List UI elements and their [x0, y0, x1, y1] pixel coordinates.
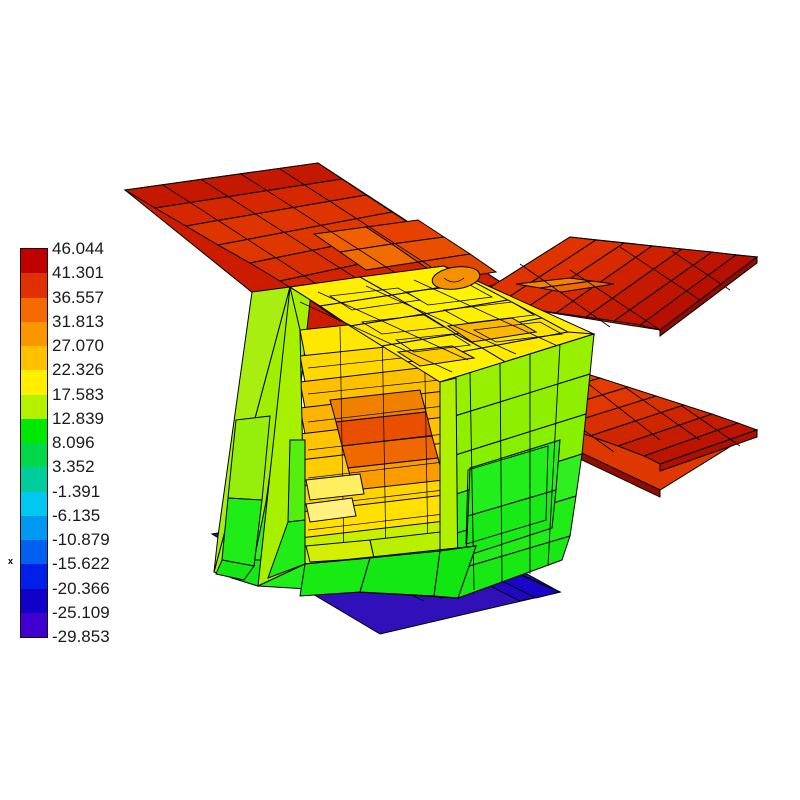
legend-label-1: 41.301 — [52, 263, 104, 283]
legend-label-12: -10.879 — [52, 530, 110, 549]
legend-label-5: 22.326 — [52, 360, 104, 380]
legend-label-11: -6.135 — [52, 505, 101, 525]
legend-label-9: 3.352 — [52, 457, 95, 477]
legend-label-0: 46.044 — [52, 239, 104, 258]
legend-label-13: -15.622 — [52, 554, 110, 574]
legend-band-11 — [21, 515, 47, 540]
legend-band-0 — [21, 249, 47, 274]
legend-band-14 — [21, 588, 47, 613]
legend-band-3 — [21, 321, 47, 346]
bus-right-face — [439, 333, 595, 599]
legend-label-14: -20.366 — [52, 578, 110, 598]
legend-label-10: -1.391 — [52, 481, 101, 501]
legend-label-2: 36.557 — [52, 287, 104, 307]
legend-band-8 — [21, 443, 47, 468]
solar-panel-right-upper — [468, 236, 759, 338]
antenna-dish — [431, 266, 481, 290]
legend-label-4: 27.070 — [52, 336, 104, 355]
legend-band-13 — [21, 564, 47, 589]
axis-label-x: x — [8, 556, 14, 566]
legend-label-8: 8.096 — [52, 433, 95, 452]
legend-band-12 — [21, 540, 47, 565]
bus-top-face — [288, 265, 596, 383]
legend-label-7: 12.839 — [52, 408, 104, 428]
contour-legend-labels: 46.044 41.301 36.557 31.813 27.070 22.326 17.5… — [52, 240, 162, 645]
legend-band-10 — [21, 491, 47, 516]
bus-front-edge — [257, 286, 306, 587]
legend-label-3: 31.813 — [52, 311, 104, 331]
contour-color-legend[interactable] — [20, 248, 48, 638]
legend-label-6: 17.583 — [52, 384, 104, 404]
legend-label-16: -29.853 — [52, 627, 110, 646]
legend-band-7 — [21, 418, 47, 443]
legend-band-1 — [21, 273, 47, 298]
bus-bottom-edge — [257, 545, 477, 599]
legend-band-15 — [21, 612, 47, 637]
legend-band-9 — [21, 467, 47, 492]
legend-band-4 — [21, 346, 47, 371]
legend-band-2 — [21, 297, 47, 322]
legend-label-15: -25.109 — [52, 602, 110, 622]
legend-band-6 — [21, 394, 47, 419]
legend-band-5 — [21, 370, 47, 395]
